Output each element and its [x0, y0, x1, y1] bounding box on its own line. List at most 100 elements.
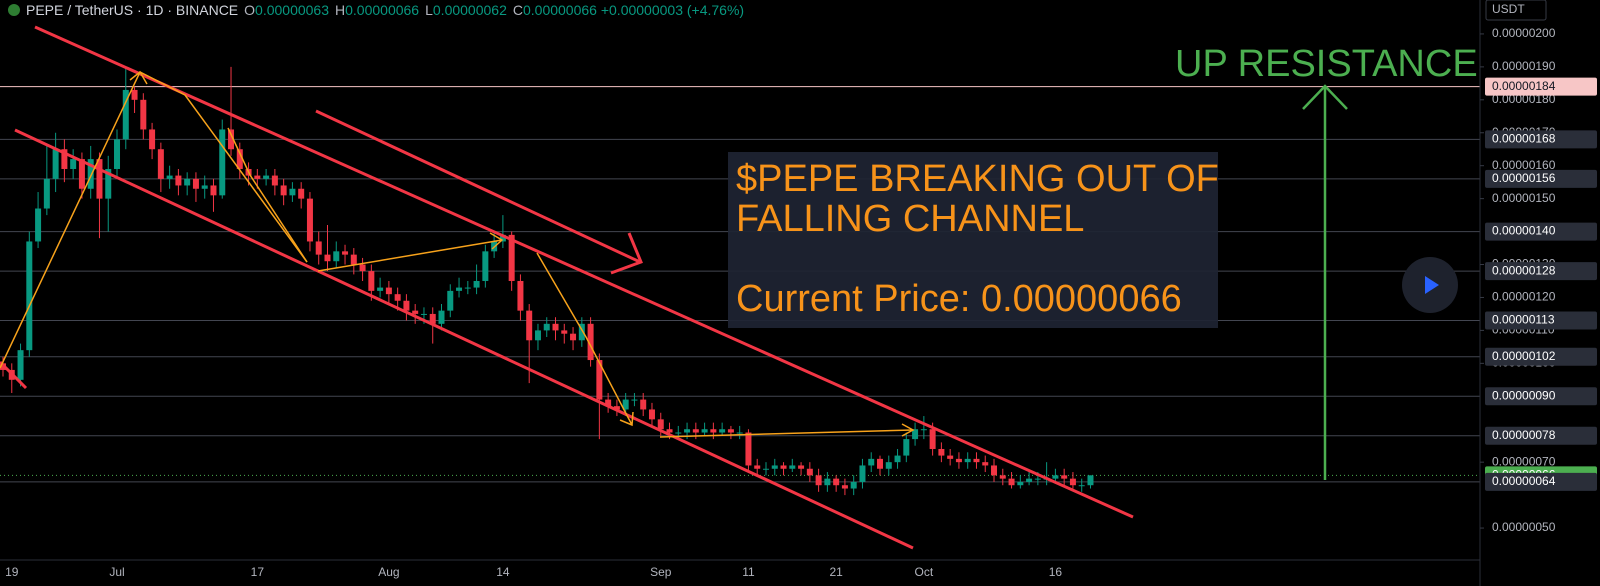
candle-body — [122, 89, 129, 140]
level-label-box — [1485, 262, 1597, 281]
candle-body — [184, 178, 191, 186]
candle-body — [815, 475, 822, 486]
candle-body — [824, 478, 831, 486]
candle-body — [762, 468, 769, 470]
candle-body — [324, 254, 331, 262]
channel-stub — [0, 360, 28, 390]
y-tick-label: 0.00000160 — [1492, 158, 1556, 172]
level-label: 0.00000128 — [1492, 263, 1556, 277]
candle-body — [192, 178, 199, 189]
candle-body — [745, 432, 752, 466]
channel-upper — [34, 25, 1134, 519]
candle-body — [587, 323, 594, 361]
candle-body — [982, 462, 989, 466]
candle-body — [719, 429, 726, 433]
candle-body — [780, 465, 787, 469]
x-tick-label: Jul — [109, 565, 124, 579]
change: +0.00000003 (+4.76%) — [600, 2, 745, 18]
candle-body — [543, 323, 550, 331]
wave-path — [227, 127, 308, 263]
unit-box[interactable] — [1485, 0, 1547, 21]
candle-body — [657, 419, 664, 430]
candle-body — [210, 185, 217, 196]
candle-body — [464, 287, 471, 289]
candle-body — [420, 313, 427, 315]
candle-body — [517, 280, 524, 311]
axes: 0.000002000.000001900.000001800.00000170… — [5, 26, 1597, 579]
candle-body — [841, 485, 848, 489]
y-tick-label: 0.00000150 — [1492, 191, 1556, 205]
candle-body — [508, 234, 515, 281]
annotation-target: UP RESISTANCES — [1175, 43, 1503, 85]
annotation-price: Current Price: 0.00000066 — [736, 278, 1182, 320]
candle-body — [578, 323, 585, 341]
wave-path — [659, 429, 914, 438]
candle-body — [771, 465, 778, 469]
candle-body — [26, 241, 33, 351]
candle-body — [254, 175, 261, 179]
candle-body — [622, 399, 629, 410]
annotation-title: FALLING CHANNEL — [736, 198, 1084, 240]
breakout-line — [315, 109, 641, 264]
level-label-box — [1485, 387, 1597, 406]
level-label-box — [1485, 222, 1597, 241]
y-tick-label: 0.00000190 — [1492, 59, 1556, 73]
candle-body — [315, 241, 322, 255]
level-label: 0.00000156 — [1492, 171, 1556, 185]
candle-body — [526, 310, 533, 341]
candle-body — [999, 475, 1006, 479]
level-label-box — [1485, 130, 1597, 149]
candle-body — [298, 188, 305, 199]
x-tick-label: 21 — [829, 565, 843, 579]
candle-body — [920, 429, 927, 431]
header: PEPE / TetherUS · 1D · BINANCE O0.0000006… — [8, 0, 744, 20]
play-icon[interactable] — [1425, 276, 1439, 294]
candle-body — [1078, 485, 1085, 487]
candle-body — [78, 159, 85, 189]
candle-body — [394, 294, 401, 301]
wave-arrowhead — [489, 232, 504, 250]
candle-body — [403, 300, 410, 311]
candle-body — [885, 462, 892, 469]
candle-body — [736, 432, 743, 434]
level-label: 0.00000140 — [1492, 224, 1556, 238]
x-tick-label: 19 — [5, 565, 19, 579]
candle-body — [938, 448, 945, 456]
level-label-box — [1485, 472, 1597, 491]
candle-body — [412, 310, 419, 314]
level-label-box — [1485, 77, 1597, 96]
candle-body — [605, 399, 612, 407]
candle-body — [157, 149, 164, 179]
candle-body — [798, 465, 805, 469]
symbol-title: PEPE / TetherUS · 1D · BINANCE — [26, 2, 239, 18]
candle-body — [648, 409, 655, 420]
unit-label[interactable]: USDT — [1492, 2, 1525, 16]
candle-body — [675, 432, 682, 434]
play-button[interactable] — [1402, 257, 1458, 313]
candle-body — [52, 149, 59, 179]
candle-body — [754, 465, 761, 469]
candle-body — [368, 271, 375, 291]
candle-body — [280, 185, 287, 196]
x-tick-label: 16 — [1049, 565, 1063, 579]
candle-body — [684, 429, 691, 433]
candle-body — [552, 323, 559, 331]
candle-body — [894, 455, 901, 463]
x-tick-label: Oct — [915, 565, 934, 579]
candle-body — [947, 455, 954, 459]
ohlc-key: L — [425, 2, 433, 18]
candle-body — [105, 168, 112, 199]
level-label-box — [1485, 169, 1597, 188]
candle-body — [175, 175, 182, 186]
candle-body — [710, 429, 717, 433]
candle-body — [929, 429, 936, 449]
level-label-box — [1485, 426, 1597, 445]
candle-body — [868, 458, 875, 466]
candle-body — [596, 360, 603, 400]
level-label: 0.00000168 — [1492, 132, 1556, 146]
candle-body — [850, 481, 857, 489]
candle-body — [17, 350, 24, 380]
candle-body — [429, 313, 436, 324]
candle-body — [456, 287, 463, 291]
